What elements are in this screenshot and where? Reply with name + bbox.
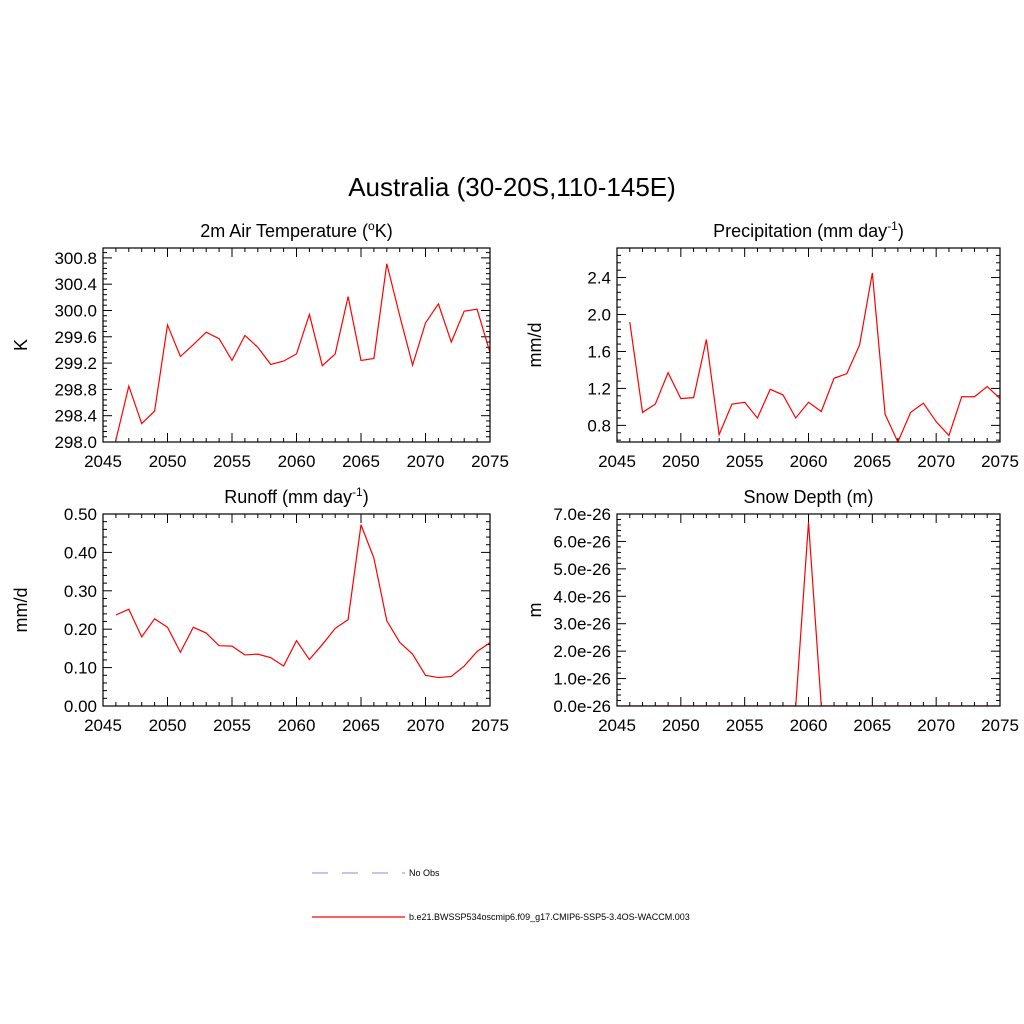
legend-item: b.e21.BWSSP534oscmip6.f09_g17.CMIP6-SSP5…	[312, 912, 690, 922]
y-tick-label: 4.0e-26	[553, 587, 611, 606]
panel-title: Snow Depth (m)	[743, 487, 873, 507]
legend: No Obs b.e21.BWSSP534oscmip6.f09_g17.CMIP…	[312, 868, 690, 922]
y-axis-label: mm/d	[525, 323, 545, 368]
y-tick-label: 0.40	[64, 543, 97, 562]
y-tick-label: 0.20	[64, 620, 97, 639]
x-tick-label: 2050	[662, 716, 700, 735]
legend-label: No Obs	[409, 868, 440, 878]
plot-frame	[616, 247, 1001, 443]
x-tick-label: 2065	[853, 452, 891, 471]
x-tick-label: 2075	[981, 716, 1019, 735]
y-tick-label: 300.0	[54, 301, 97, 320]
y-tick-label: 5.0e-26	[553, 560, 611, 579]
x-tick-label: 2070	[407, 716, 445, 735]
x-tick-label: 2055	[213, 452, 251, 471]
x-tick-label: 2055	[726, 716, 764, 735]
legend-label: b.e21.BWSSP534oscmip6.f09_g17.CMIP6-SSP5…	[409, 912, 690, 922]
legend-item: No Obs	[312, 868, 440, 878]
x-tick-label: 2065	[853, 716, 891, 735]
y-tick-label: 2.4	[587, 269, 611, 288]
panel-1: Precipitation (mm day-1) mm/d 2045 2050 2055…	[525, 219, 1019, 471]
x-tick-label: 2075	[471, 716, 509, 735]
plot-frame	[102, 513, 491, 707]
y-tick-label: 0.8	[587, 416, 611, 435]
y-tick-label: 2.0e-26	[553, 642, 611, 661]
y-tick-label: 7.0e-26	[553, 505, 611, 524]
y-tick-label: 0.00	[64, 697, 97, 716]
panels: 2m Air Temperature (oK) K 2045 2050 2055 2060…	[11, 219, 1019, 735]
series-line	[617, 522, 1000, 706]
panel-2: Runoff (mm day-1) mm/d 2045 2050 2055 2060 206…	[11, 485, 509, 735]
y-tick-label: 1.0e-26	[553, 670, 611, 689]
plot-frame	[102, 247, 491, 443]
x-tick-label: 2050	[149, 452, 187, 471]
x-tick-label: 2060	[790, 452, 828, 471]
x-tick-label: 2060	[278, 716, 316, 735]
y-axis-label: mm/d	[11, 588, 31, 633]
x-tick-label: 2070	[917, 452, 955, 471]
y-tick-label: 298.8	[54, 380, 97, 399]
y-tick-label: 300.8	[54, 249, 97, 268]
y-tick-label: 299.2	[54, 354, 97, 373]
y-tick-label: 6.0e-26	[553, 532, 611, 551]
x-tick-label: 2070	[917, 716, 955, 735]
y-tick-label: 0.30	[64, 582, 97, 601]
x-tick-label: 2045	[84, 452, 122, 471]
x-tick-label: 2060	[278, 452, 316, 471]
x-tick-label: 2045	[598, 452, 636, 471]
series-line	[115, 524, 490, 679]
series-line	[629, 272, 1000, 442]
y-tick-label: 0.50	[64, 505, 97, 524]
y-tick-label: 298.0	[54, 433, 97, 452]
y-tick-label: 0.10	[64, 659, 97, 678]
x-tick-label: 2055	[726, 452, 764, 471]
y-axis-label: m	[525, 603, 545, 618]
panel-title: Precipitation (mm day-1)	[713, 219, 904, 241]
panel-0: 2m Air Temperature (oK) K 2045 2050 2055 2060…	[11, 219, 509, 471]
x-tick-label: 2070	[407, 452, 445, 471]
x-tick-label: 2065	[342, 452, 380, 471]
x-tick-label: 2050	[149, 716, 187, 735]
x-tick-label: 2050	[662, 452, 700, 471]
y-axis-label: K	[11, 339, 31, 351]
panel-title: 2m Air Temperature (oK)	[200, 219, 392, 241]
x-tick-label: 2075	[471, 452, 509, 471]
series-line	[115, 263, 490, 441]
y-tick-label: 298.4	[54, 407, 97, 426]
figure-title: Australia (30-20S,110-145E)	[348, 172, 676, 202]
panel-3: Snow Depth (m) m 2045 2050 2055 2060 2065 2070 2…	[525, 487, 1019, 735]
panel-title: Runoff (mm day-1)	[224, 485, 368, 507]
x-tick-label: 2045	[598, 716, 636, 735]
x-tick-label: 2055	[213, 716, 251, 735]
y-tick-label: 2.0	[587, 306, 611, 325]
plot-frame	[616, 513, 1001, 707]
y-tick-label: 0.0e-26	[553, 697, 611, 716]
y-tick-label: 3.0e-26	[553, 615, 611, 634]
x-tick-label: 2065	[342, 716, 380, 735]
y-tick-label: 1.6	[587, 342, 611, 361]
y-tick-label: 300.4	[54, 275, 97, 294]
x-tick-label: 2060	[790, 716, 828, 735]
y-tick-label: 1.2	[587, 379, 611, 398]
x-tick-label: 2075	[981, 452, 1019, 471]
x-tick-label: 2045	[84, 716, 122, 735]
y-tick-label: 299.6	[54, 328, 97, 347]
